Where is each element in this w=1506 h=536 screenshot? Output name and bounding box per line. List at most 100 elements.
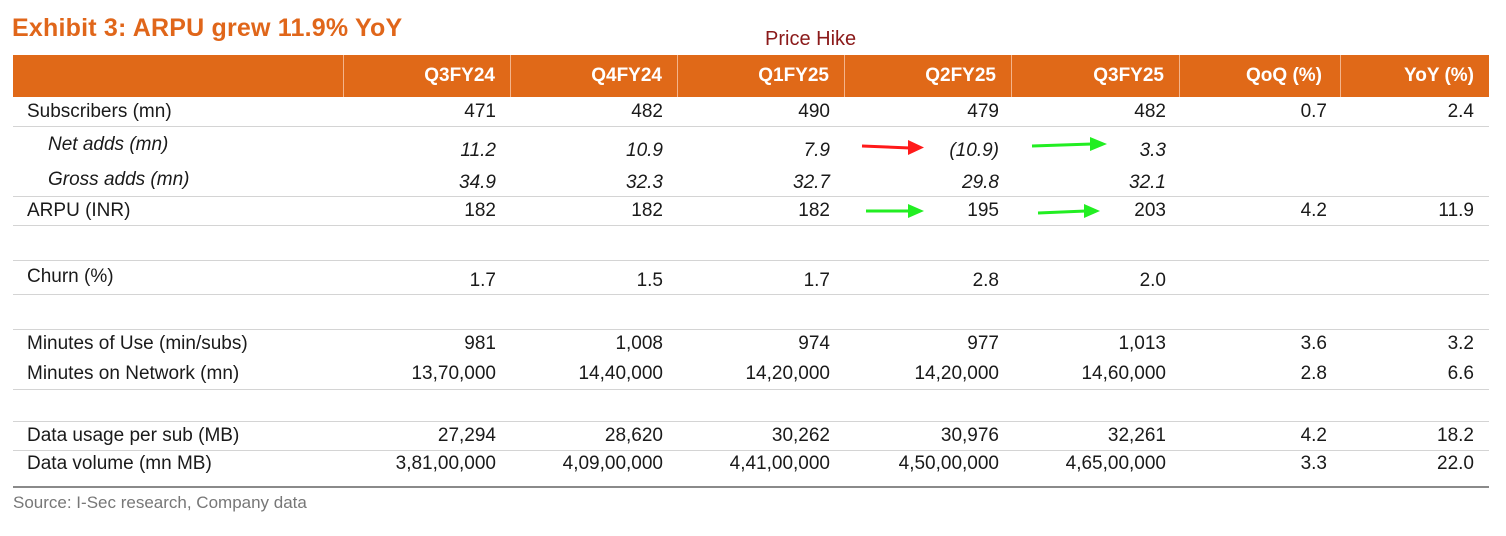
header-divider — [677, 55, 678, 97]
table-cell: 182 — [631, 200, 663, 221]
table-cell: 32.3 — [626, 172, 663, 193]
row-label: Data usage per sub (MB) — [27, 425, 240, 446]
table-cell: 2.4 — [1447, 101, 1474, 122]
row-label: ARPU (INR) — [27, 200, 131, 221]
col-header-q3fy24: Q3FY24 — [424, 65, 495, 86]
red-arrow-icon — [861, 140, 924, 155]
table-cell: 1.7 — [469, 270, 496, 291]
table-cell: 977 — [967, 333, 999, 354]
table-cell: (10.9) — [949, 140, 999, 161]
table-cell: 3.6 — [1300, 333, 1327, 354]
table-cell: 1,008 — [615, 333, 663, 354]
row-label: Minutes on Network (mn) — [27, 363, 240, 384]
row-label: Net adds (mn) — [48, 134, 169, 155]
table-cell: 3,81,00,000 — [395, 453, 496, 474]
header-divider — [844, 55, 845, 97]
exhibit-title: Exhibit 3: ARPU grew 11.9% YoY — [12, 14, 403, 42]
header-divider — [343, 55, 344, 97]
table-cell: 14,20,000 — [914, 363, 999, 384]
col-header-q4fy24: Q4FY24 — [591, 65, 662, 86]
table-header: Q3FY24 Q4FY24 Q1FY25 Q2FY25 Q3FY25 QoQ (… — [13, 55, 1489, 97]
table-cell: 479 — [967, 101, 999, 122]
col-header-q1fy25: Q1FY25 — [758, 65, 829, 86]
row-label: Churn (%) — [27, 266, 114, 287]
table-cell: 4,41,00,000 — [729, 453, 830, 474]
header-divider — [1179, 55, 1180, 97]
header-divider — [1340, 55, 1341, 97]
table-cell: 0.7 — [1300, 101, 1327, 122]
table-cell: 482 — [631, 101, 663, 122]
table-bottom-rule — [13, 486, 1489, 488]
col-header-qoq: QoQ (%) — [1246, 65, 1322, 86]
table-cell: 11.2 — [460, 140, 496, 161]
table-cell: 14,20,000 — [745, 363, 830, 384]
table-cell: 6.6 — [1447, 363, 1474, 384]
spacer-row — [13, 295, 1489, 330]
green-arrow-icon — [1031, 137, 1107, 151]
table-cell: 3.3 — [1300, 453, 1327, 474]
table-cell: 7.9 — [803, 140, 830, 161]
table-cell: 4.2 — [1300, 425, 1327, 446]
table-cell: 203 — [1134, 200, 1166, 221]
table-row: Data usage per sub (MB) 27,294 28,620 30… — [13, 422, 1489, 451]
table-cell: 3.2 — [1447, 333, 1474, 354]
table-cell: 482 — [1134, 101, 1166, 122]
table-row: Subscribers (mn) 471 482 490 479 482 0.7… — [13, 97, 1489, 127]
table-cell: 4,50,00,000 — [898, 453, 999, 474]
table-cell: 34.9 — [459, 172, 496, 193]
table-cell: 30,976 — [940, 425, 999, 446]
table-cell: 182 — [798, 200, 830, 221]
table-row: ARPU (INR) 182 182 182 195 203 4.2 11.9 — [13, 197, 1489, 226]
table-cell: 182 — [464, 200, 496, 221]
table-row: Data volume (mn MB) 3,81,00,000 4,09,00,… — [13, 451, 1489, 486]
table-cell: 18.2 — [1437, 425, 1474, 446]
table-cell: 2.8 — [972, 270, 999, 291]
row-label: Gross adds (mn) — [48, 169, 190, 190]
green-arrow-icon — [866, 204, 924, 218]
table-cell: 974 — [798, 333, 830, 354]
spacer-row — [13, 226, 1489, 261]
table-cell: 3.3 — [1139, 140, 1166, 161]
table-cell: 1,013 — [1118, 333, 1166, 354]
table-cell: 14,60,000 — [1081, 363, 1166, 384]
table-cell: 4,65,00,000 — [1065, 453, 1166, 474]
table-cell: 1.5 — [636, 270, 663, 291]
table-cell: 22.0 — [1437, 453, 1474, 474]
table-row: Churn (%) 1.7 1.5 1.7 2.8 2.0 — [13, 261, 1489, 295]
table-cell: 28,620 — [604, 425, 663, 446]
table-cell: 2.8 — [1300, 363, 1327, 384]
table-row: Gross adds (mn) 34.9 32.3 32.7 29.8 32.1 — [13, 163, 1489, 197]
table-cell: 11.9 — [1438, 200, 1474, 221]
table-cell: 27,294 — [437, 425, 496, 446]
table-row: Net adds (mn) 11.2 10.9 7.9 (10.9) 3.3 — [13, 127, 1489, 163]
table-cell: 32,261 — [1107, 425, 1166, 446]
table-cell: 471 — [464, 101, 496, 122]
table-cell: 490 — [798, 101, 830, 122]
row-label: Subscribers (mn) — [27, 101, 172, 122]
header-divider — [1011, 55, 1012, 97]
table-cell: 2.0 — [1139, 270, 1166, 291]
col-header-yoy: YoY (%) — [1403, 65, 1474, 86]
header-divider — [510, 55, 511, 97]
table-cell: 10.9 — [626, 140, 663, 161]
spacer-row — [13, 390, 1489, 422]
table-cell: 981 — [464, 333, 496, 354]
table-cell: 4.2 — [1300, 200, 1327, 221]
table-cell: 13,70,000 — [411, 363, 496, 384]
source-note: Source: I-Sec research, Company data — [13, 493, 307, 512]
col-header-q2fy25: Q2FY25 — [925, 65, 996, 86]
table-row: Minutes on Network (mn) 13,70,000 14,40,… — [13, 360, 1489, 390]
table-cell: 30,262 — [771, 425, 830, 446]
price-hike-annotation: Price Hike — [765, 28, 857, 50]
table-cell: 32.7 — [793, 172, 830, 193]
table-cell: 4,09,00,000 — [562, 453, 663, 474]
col-header-q3fy25: Q3FY25 — [1093, 65, 1164, 86]
table-cell: 32.1 — [1129, 172, 1166, 193]
row-label: Minutes of Use (min/subs) — [27, 333, 248, 354]
row-label: Data volume (mn MB) — [27, 453, 212, 474]
table-row: Minutes of Use (min/subs) 981 1,008 974 … — [13, 330, 1489, 360]
table-cell: 1.7 — [803, 270, 830, 291]
table-cell: 14,40,000 — [578, 363, 663, 384]
green-arrow-icon — [1037, 204, 1100, 218]
table-cell: 29.8 — [962, 172, 999, 193]
